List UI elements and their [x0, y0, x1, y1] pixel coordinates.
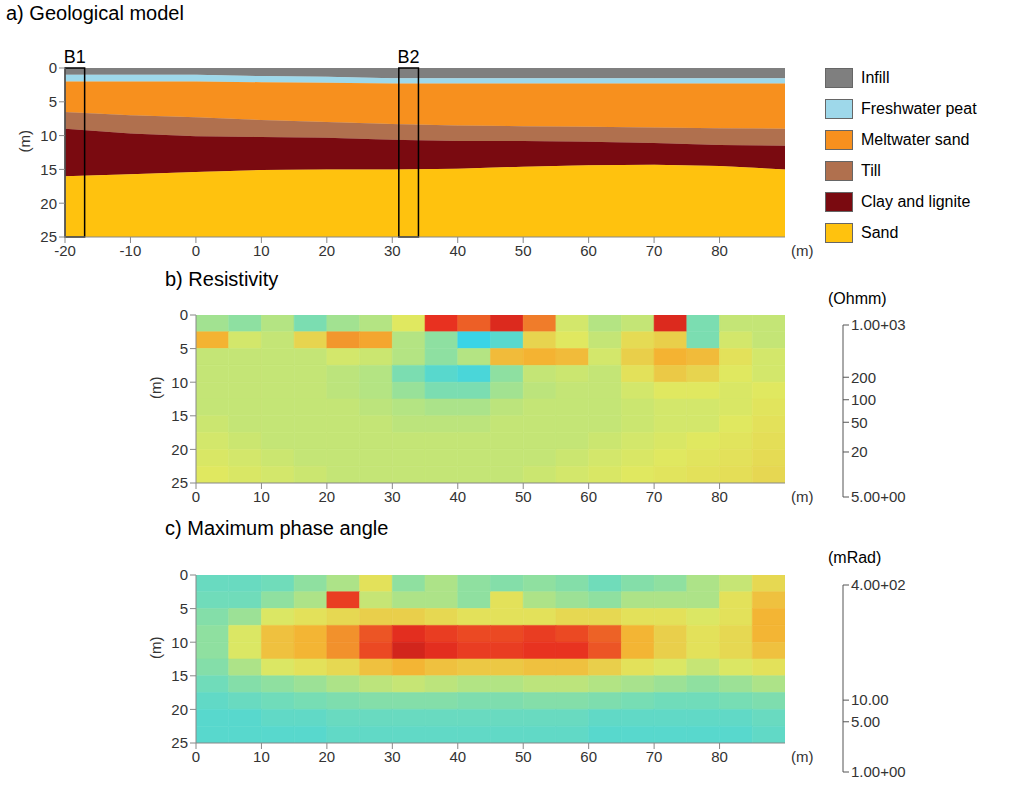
svg-text:5: 5: [180, 340, 188, 357]
svg-text:20: 20: [40, 195, 57, 212]
html-text:(Ohmm): (Ohmm): [828, 290, 887, 307]
svg-text:10: 10: [171, 634, 188, 651]
svg-text:40: 40: [449, 488, 466, 505]
svg-text:5.00+00: 5.00+00: [851, 488, 906, 505]
html-text:Sand: Sand: [861, 223, 899, 241]
svg-text:60: 60: [580, 748, 597, 765]
html-text:(mRad): (mRad): [828, 549, 882, 566]
svg-text:30: 30: [384, 748, 401, 765]
svg-text:50: 50: [515, 242, 532, 259]
svg-text:1.00+00: 1.00+00: [851, 763, 906, 780]
svg-text:20: 20: [851, 443, 868, 460]
svg-text:10: 10: [253, 748, 270, 765]
svg-text:10: 10: [40, 127, 57, 144]
html-text:a) Geological model: a) Geological model: [6, 2, 184, 24]
svg-text:25: 25: [171, 734, 188, 751]
svg-text:10: 10: [253, 488, 270, 505]
html-text:b) Resistivity: b) Resistivity: [165, 268, 279, 290]
svg-text:60: 60: [580, 242, 597, 259]
svg-text:30: 30: [384, 242, 401, 259]
html-text:Till: Till: [861, 161, 881, 179]
svg-text:200: 200: [851, 369, 876, 386]
svg-text:10: 10: [253, 242, 270, 259]
svg-text:50: 50: [515, 748, 532, 765]
svg-text:0: 0: [192, 488, 200, 505]
svg-text:5: 5: [180, 600, 188, 617]
svg-text:40: 40: [449, 242, 466, 259]
svg-text:100: 100: [851, 391, 876, 408]
svg-text:10: 10: [171, 374, 188, 391]
svg-text:(m): (m): [147, 637, 164, 660]
html-text:c) Maximum phase angle: c) Maximum phase angle: [165, 517, 389, 539]
svg-text:50: 50: [851, 414, 868, 431]
svg-text:20: 20: [318, 242, 335, 259]
svg-text:60: 60: [580, 488, 597, 505]
svg-text:20: 20: [171, 441, 188, 458]
svg-text:4.00+02: 4.00+02: [851, 576, 906, 593]
svg-text:70: 70: [646, 488, 663, 505]
svg-text:(m): (m): [16, 130, 33, 153]
svg-text:80: 80: [711, 242, 728, 259]
html-text:Meltwater sand: Meltwater sand: [861, 130, 970, 148]
svg-text:25: 25: [40, 228, 57, 245]
svg-text:B2: B2: [398, 47, 420, 67]
svg-text:1.00+03: 1.00+03: [851, 316, 906, 333]
svg-text:(m): (m): [791, 748, 814, 765]
svg-text:70: 70: [646, 748, 663, 765]
svg-text:0: 0: [192, 242, 200, 259]
svg-text:(m): (m): [791, 242, 814, 259]
svg-text:0: 0: [192, 748, 200, 765]
svg-text:(m): (m): [791, 488, 814, 505]
svg-text:15: 15: [171, 667, 188, 684]
svg-text:25: 25: [171, 474, 188, 491]
svg-text:-20: -20: [54, 242, 76, 259]
svg-text:80: 80: [711, 488, 728, 505]
svg-text:10.00: 10.00: [851, 691, 889, 708]
svg-text:40: 40: [449, 748, 466, 765]
svg-text:50: 50: [515, 488, 532, 505]
svg-text:0: 0: [180, 566, 188, 583]
svg-text:(m): (m): [147, 377, 164, 400]
svg-text:30: 30: [384, 488, 401, 505]
svg-text:-10: -10: [120, 242, 142, 259]
svg-text:20: 20: [319, 488, 336, 505]
html-text:Freshwater peat: Freshwater peat: [861, 99, 977, 117]
svg-text:5.00: 5.00: [851, 713, 880, 730]
svg-text:70: 70: [646, 242, 663, 259]
svg-text:0: 0: [180, 306, 188, 323]
html-text:Infill: Infill: [861, 68, 890, 86]
svg-text:20: 20: [171, 701, 188, 718]
svg-text:5: 5: [49, 93, 57, 110]
svg-text:0: 0: [49, 59, 57, 76]
svg-text:15: 15: [171, 407, 188, 424]
svg-text:B1: B1: [64, 47, 86, 67]
svg-text:80: 80: [711, 748, 728, 765]
svg-text:20: 20: [319, 748, 336, 765]
svg-text:15: 15: [40, 161, 57, 178]
html-text:Clay and lignite: Clay and lignite: [861, 192, 971, 210]
